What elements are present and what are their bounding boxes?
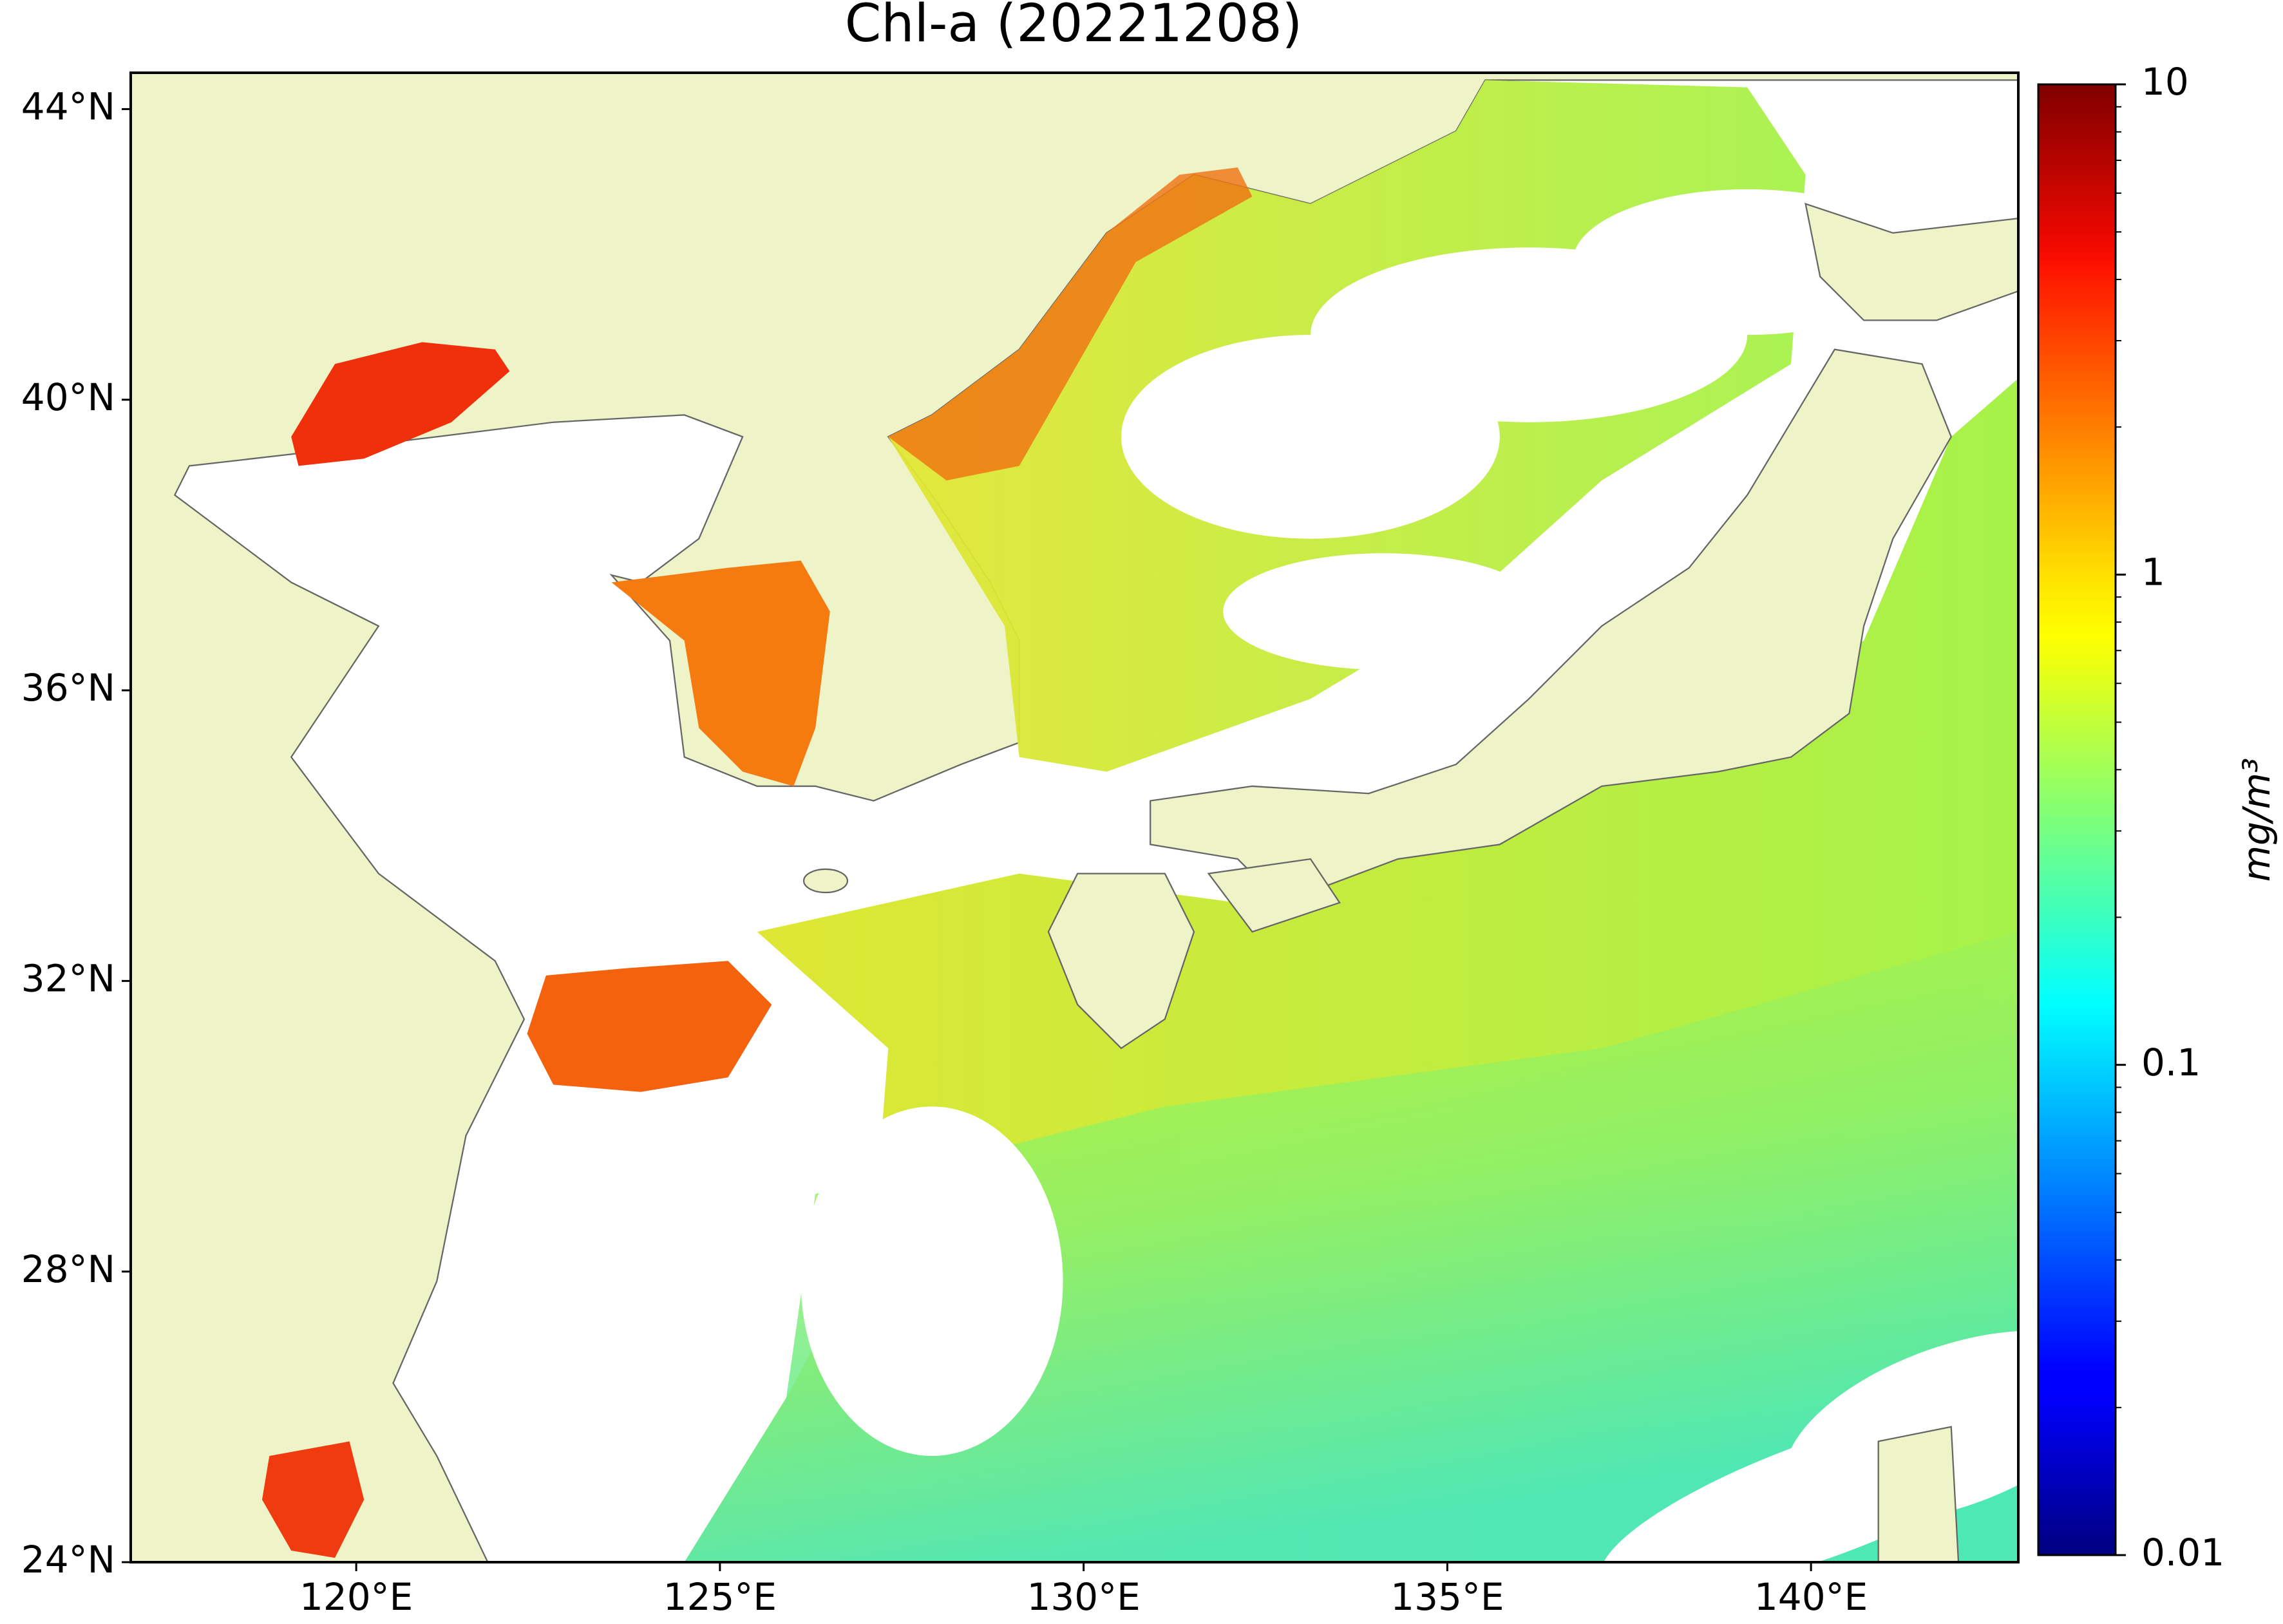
- y-tick-label: 40°N: [21, 375, 115, 419]
- colorbar-label: mg/m³: [2235, 758, 2278, 882]
- chl-korea-coast: [888, 167, 1253, 481]
- chl-bohai: [291, 342, 510, 466]
- colorbar-tick-label: 10: [2141, 60, 2189, 104]
- x-tick-label: 130°E: [1027, 1575, 1140, 1619]
- map-frame: [129, 71, 2020, 1563]
- colorbar-ticks: 0.01 0.1 1 10: [2116, 60, 2224, 1574]
- chl-taiwan: [261, 1441, 365, 1558]
- chl-yangtze: [527, 961, 772, 1092]
- y-tick-label: 24°N: [21, 1538, 115, 1582]
- map-drawing: [173, 79, 2018, 1562]
- y-tick-label: 44°N: [21, 85, 115, 129]
- y-tick-label: 36°N: [21, 666, 115, 710]
- x-tick-label: 140°E: [1754, 1575, 1868, 1619]
- colorbar-tick-label: 1: [2141, 550, 2165, 594]
- colorbar-tick-label: 0.01: [2141, 1531, 2224, 1574]
- y-tick-label: 28°N: [21, 1247, 115, 1291]
- chl-yellow-sea: [611, 560, 830, 786]
- x-tick-label: 125°E: [663, 1575, 777, 1619]
- x-tick-label: 135°E: [1390, 1575, 1504, 1619]
- japan: [802, 202, 2018, 1562]
- colorbar: [2038, 84, 2116, 1555]
- map-title: Chl-a (20221208): [845, 0, 1303, 54]
- map-area: [131, 73, 2018, 1562]
- colorbar-tick-label: 0.1: [2141, 1041, 2201, 1084]
- x-tick-label: 120°E: [299, 1575, 413, 1619]
- axis-ticks: 120°E 125°E 130°E 135°E 140°E 24°N 28°N 32°N 36°…: [21, 85, 1868, 1619]
- y-tick-label: 32°N: [21, 956, 115, 1000]
- colorbar-frame: [2037, 83, 2117, 1556]
